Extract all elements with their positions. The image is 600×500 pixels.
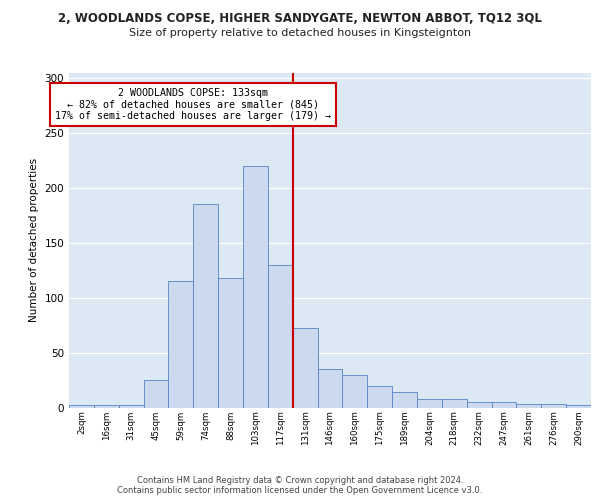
Y-axis label: Number of detached properties: Number of detached properties (29, 158, 39, 322)
Bar (169, 281, 193, 407)
Bar (69, 406, 94, 407)
Text: 2 WOODLANDS COPSE: 133sqm  
← 82% of detached houses are smaller (845)
17% of se: 2 WOODLANDS COPSE: 133sqm ← 82% of detac… (55, 88, 331, 121)
Bar (367, 386, 392, 407)
Bar (243, 166, 268, 408)
Bar (218, 278, 243, 407)
Bar (293, 328, 317, 407)
Bar (343, 374, 367, 408)
Text: Size of property relative to detached houses in Kingsteignton: Size of property relative to detached ho… (129, 28, 471, 38)
Text: 2, WOODLANDS COPSE, HIGHER SANDYGATE, NEWTON ABBOT, TQ12 3QL: 2, WOODLANDS COPSE, HIGHER SANDYGATE, NE… (58, 12, 542, 26)
Bar (491, 402, 517, 407)
Bar (268, 264, 293, 408)
Bar (541, 404, 566, 407)
Bar (442, 398, 467, 407)
Bar (417, 398, 442, 407)
Bar (517, 404, 541, 407)
Text: Contains public sector information licensed under the Open Government Licence v3: Contains public sector information licen… (118, 486, 482, 495)
Bar (566, 406, 591, 407)
Text: Contains HM Land Registry data © Crown copyright and database right 2024.: Contains HM Land Registry data © Crown c… (137, 476, 463, 485)
Bar (392, 392, 417, 407)
Bar (119, 406, 143, 407)
Bar (193, 204, 218, 408)
Bar (467, 402, 491, 407)
Bar (143, 380, 169, 407)
Bar (94, 406, 119, 407)
Bar (317, 369, 343, 408)
